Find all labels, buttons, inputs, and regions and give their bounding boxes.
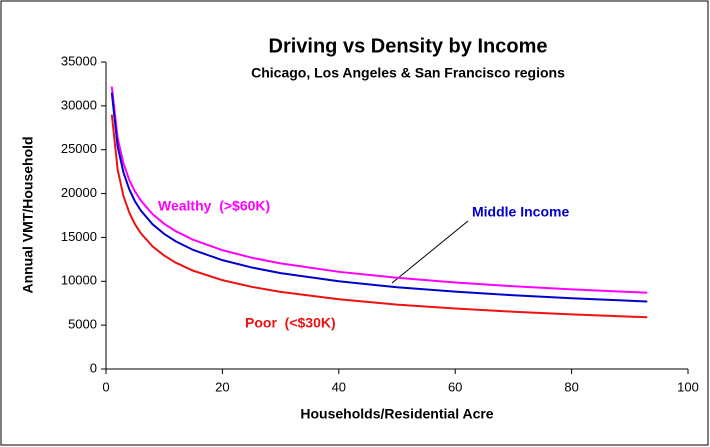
series-line (110, 114, 648, 319)
series-label: Poor (<$30K) (245, 315, 336, 331)
leader-line (391, 220, 469, 284)
chart-subtitle: Chicago, Los Angeles & San Francisco reg… (251, 65, 565, 81)
y-tick-label: 10000 (61, 273, 97, 288)
chart-title: Driving vs Density by Income (269, 35, 548, 57)
series-label: Middle Income (472, 204, 569, 220)
x-tick-label: 80 (564, 379, 578, 394)
x-tick-label: 100 (677, 379, 699, 394)
y-tick-label: 20000 (61, 185, 97, 200)
y-tick-label: 15000 (61, 229, 97, 244)
y-tick-label: 35000 (61, 53, 97, 68)
x-tick-label: 0 (102, 379, 109, 394)
y-tick-label: 25000 (61, 141, 97, 156)
x-tick-label: 40 (332, 379, 346, 394)
y-tick-label: 30000 (61, 97, 97, 112)
series-line (110, 86, 648, 294)
x-tick-label: 60 (448, 379, 462, 394)
y-tick-label: 5000 (68, 317, 97, 332)
y-axis-label: Annual VMT/Household (20, 136, 36, 293)
series-label: Wealthy (>$60K) (158, 198, 270, 214)
series-line (110, 92, 648, 303)
x-axis-label: Households/Residential Acre (300, 406, 493, 422)
x-tick-label: 20 (215, 379, 229, 394)
y-tick-label: 0 (90, 360, 97, 375)
